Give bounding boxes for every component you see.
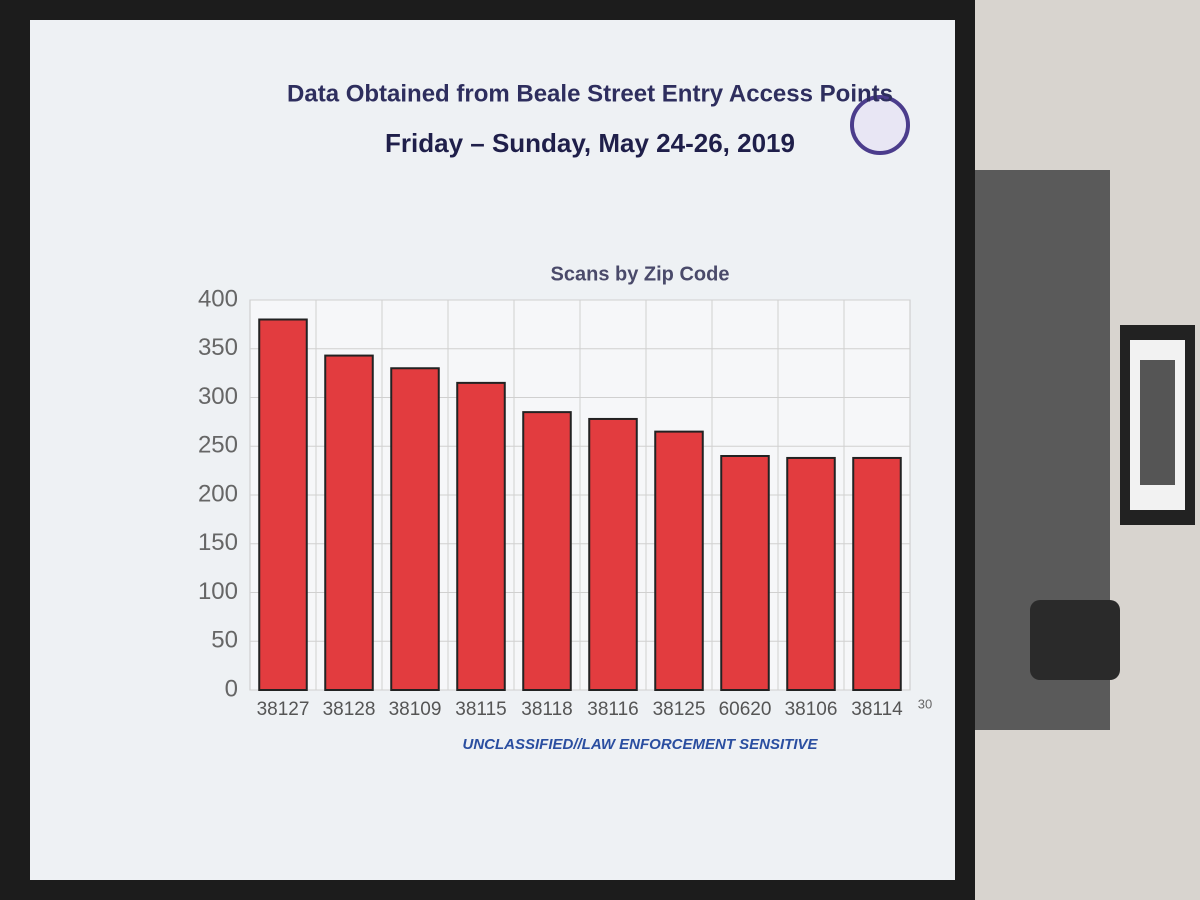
bar: [324, 354, 374, 691]
bar: [456, 381, 506, 691]
x-tick-label: 38115: [455, 699, 506, 720]
x-tick-label: 38118: [521, 699, 572, 720]
y-tick-label: 150: [198, 529, 238, 556]
bar: [654, 430, 704, 691]
x-tick-label: 38127: [257, 699, 310, 720]
footer: UNCLASSIFIED//LAW ENFORCEMENT SENSITIVE: [462, 736, 818, 753]
bar: [588, 417, 638, 691]
page-number: 30: [918, 696, 932, 711]
bar: [720, 455, 770, 691]
y-tick-label: 350: [198, 334, 238, 361]
x-tick-label: 38114: [851, 699, 903, 720]
y-tick-label: 50: [211, 627, 238, 654]
chart-title: Scans by Zip Code: [551, 263, 730, 285]
y-tick-label: 0: [225, 675, 238, 702]
x-tick-label: 38106: [785, 699, 838, 720]
desk-phone: [1030, 600, 1120, 680]
y-tick-label: 300: [198, 383, 238, 410]
x-tick-label: 60620: [719, 699, 772, 720]
slide-title: Data Obtained from Beale Street Entry Ac…: [287, 80, 893, 107]
y-tick-label: 400: [198, 285, 238, 312]
y-tick-label: 100: [198, 578, 238, 605]
x-tick-label: 38116: [587, 699, 638, 720]
x-tick-label: 38128: [323, 699, 376, 720]
bar: [390, 367, 440, 691]
picture-photo: [1140, 360, 1175, 485]
badge-logo: [850, 95, 910, 155]
x-tick-label: 38109: [389, 699, 442, 720]
x-tick-label: 38125: [653, 699, 706, 720]
bar: [852, 456, 902, 692]
bar: [522, 411, 572, 691]
bar: [786, 456, 836, 692]
y-tick-label: 200: [198, 480, 238, 507]
bar: [258, 318, 308, 691]
y-tick-label: 250: [198, 432, 238, 459]
slide-subtitle: Friday – Sunday, May 24-26, 2019: [385, 128, 795, 158]
